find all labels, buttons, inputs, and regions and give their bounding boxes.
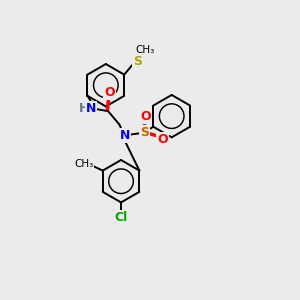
Text: O: O [140, 110, 151, 123]
Text: CH₃: CH₃ [74, 159, 93, 169]
Text: O: O [157, 133, 168, 146]
Text: N: N [119, 129, 130, 142]
Text: Cl: Cl [114, 211, 128, 224]
Text: N: N [86, 102, 97, 115]
Text: H: H [79, 102, 90, 115]
Text: O: O [104, 86, 115, 99]
Text: CH₃: CH₃ [135, 45, 154, 55]
Text: S: S [140, 126, 149, 139]
Text: S: S [133, 56, 142, 68]
